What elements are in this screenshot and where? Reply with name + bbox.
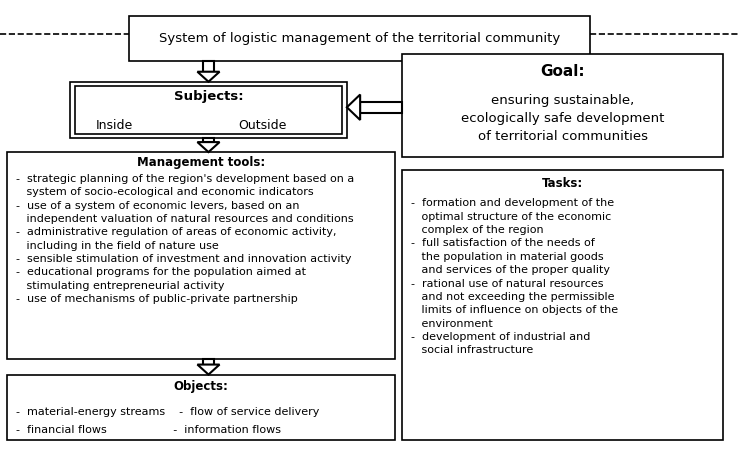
Polygon shape — [203, 61, 214, 72]
FancyBboxPatch shape — [402, 54, 723, 157]
Text: -  strategic planning of the region's development based on a
   system of socio-: - strategic planning of the region's dev… — [16, 174, 354, 304]
Text: -  material-energy streams    -  flow of service delivery: - material-energy streams - flow of serv… — [16, 407, 320, 417]
Text: -  formation and development of the
   optimal structure of the economic
   comp: - formation and development of the optim… — [411, 198, 618, 355]
Text: Tasks:: Tasks: — [542, 178, 583, 190]
FancyBboxPatch shape — [7, 375, 395, 440]
Text: System of logistic management of the territorial community: System of logistic management of the ter… — [159, 32, 560, 45]
Polygon shape — [203, 359, 214, 365]
FancyBboxPatch shape — [129, 16, 590, 61]
Polygon shape — [347, 94, 360, 120]
Text: Outside: Outside — [238, 119, 286, 132]
Polygon shape — [360, 102, 402, 113]
Text: Management tools:: Management tools: — [137, 156, 265, 168]
Polygon shape — [203, 138, 214, 142]
FancyBboxPatch shape — [7, 152, 395, 359]
Text: Goal:: Goal: — [540, 64, 585, 79]
FancyBboxPatch shape — [402, 170, 723, 440]
Text: Inside: Inside — [96, 119, 133, 132]
Text: -  financial flows                   -  information flows: - financial flows - information flows — [16, 425, 281, 435]
FancyBboxPatch shape — [70, 82, 347, 138]
Text: Objects:: Objects: — [173, 380, 229, 393]
FancyBboxPatch shape — [75, 86, 342, 134]
Text: Subjects:: Subjects: — [173, 90, 244, 103]
Polygon shape — [197, 72, 220, 82]
Polygon shape — [197, 365, 220, 375]
Polygon shape — [197, 142, 220, 152]
Text: ensuring sustainable,
ecologically safe development
of territorial communities: ensuring sustainable, ecologically safe … — [461, 94, 664, 143]
